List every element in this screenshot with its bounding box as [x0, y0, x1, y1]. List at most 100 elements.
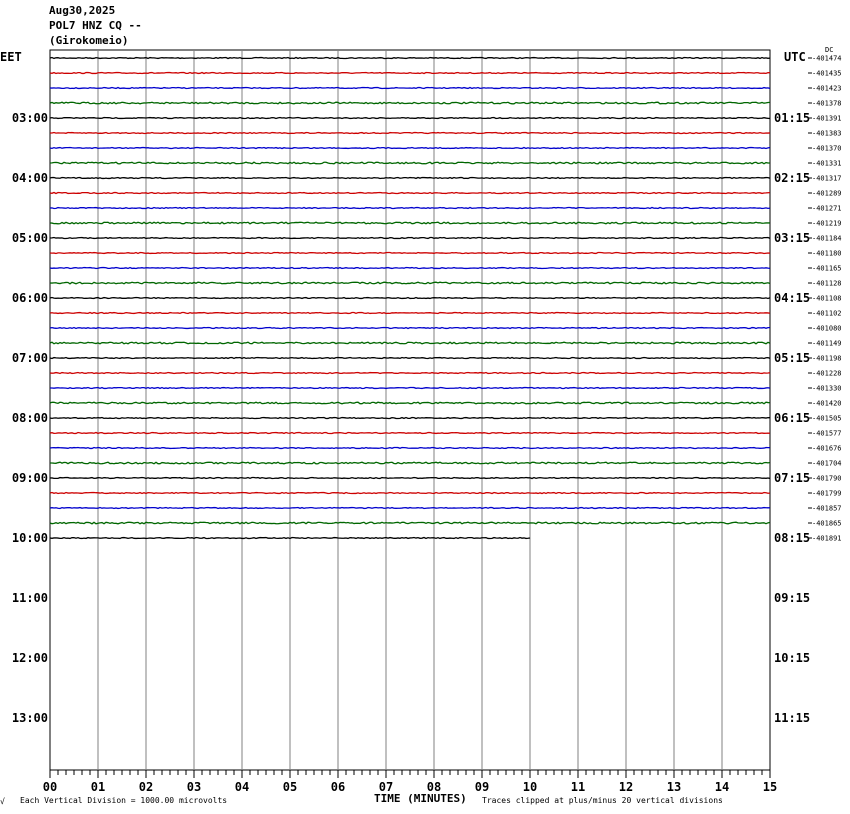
dc-offset-label: -401423: [812, 85, 842, 93]
trace-13: [49, 236, 771, 240]
x-tick-label: 09: [475, 780, 489, 794]
right-hour-label: 08:15: [774, 531, 810, 545]
dc-label: DC: [825, 46, 834, 54]
left-hour-label: 04:00: [12, 171, 48, 185]
left-hour-label: 13:00: [12, 711, 48, 725]
dc-offset-label: -401391: [812, 115, 842, 123]
trace-17: [49, 296, 771, 300]
left-hour-label: 06:00: [12, 291, 48, 305]
trace-30: [49, 491, 771, 495]
header-date: Aug30,2025: [49, 4, 116, 17]
dc-offset-label: -401317: [812, 175, 842, 183]
dc-offset-label: -401289: [812, 190, 842, 198]
trace-7: [49, 146, 771, 150]
x-tick-label: 05: [283, 780, 297, 794]
dc-offset-label: -401108: [812, 295, 842, 303]
dc-offset-label: -401704: [812, 460, 842, 468]
x-axis-label: TIME (MINUTES): [374, 792, 467, 805]
x-tick-label: 08: [427, 780, 441, 794]
dc-offset-label: -401102: [812, 310, 842, 318]
trace-19: [49, 326, 771, 330]
trace-10: [49, 191, 771, 195]
dc-offset-label: -401228: [812, 370, 842, 378]
corner-mark: √: [0, 797, 5, 806]
x-tick-label: 07: [379, 780, 393, 794]
left-hour-label: 09:00: [12, 471, 48, 485]
x-tick-label: 00: [43, 780, 57, 794]
dc-offset-label: -401577: [812, 430, 842, 438]
trace-8: [49, 161, 770, 165]
right-hour-label: 05:15: [774, 351, 810, 365]
dc-offset-label: -401474: [812, 55, 842, 63]
trace-22: [49, 371, 771, 375]
dc-offset-label: -401505: [812, 415, 842, 423]
trace-15: [49, 266, 771, 270]
dc-offset-label: -401676: [812, 445, 842, 453]
dc-offset-label: -401080: [812, 325, 842, 333]
dc-offset-label: -401865: [812, 520, 842, 528]
trace-26: [49, 431, 771, 435]
trace-2: [49, 71, 771, 75]
right-timezone-label: UTC: [784, 50, 806, 64]
right-hour-label: 11:15: [774, 711, 810, 725]
trace-20: [49, 341, 771, 345]
dc-offset-label: -401331: [812, 160, 842, 168]
dc-offset-label: -401184: [812, 235, 842, 243]
trace-14: [49, 251, 771, 255]
header-location: (Girokomeio): [49, 34, 129, 47]
x-tick-label: 10: [523, 780, 537, 794]
dc-offset-label: -401857: [812, 505, 842, 513]
left-hour-label: 03:00: [12, 111, 48, 125]
trace-5: [49, 116, 771, 120]
trace-27: [49, 446, 771, 450]
x-tick-label: 11: [571, 780, 585, 794]
left-hour-label: 08:00: [12, 411, 48, 425]
trace-21: [49, 356, 771, 360]
dc-offset-label: -401790: [812, 475, 842, 483]
left-hour-label: 05:00: [12, 231, 48, 245]
scale-note: Each Vertical Division = 1000.00 microvo…: [20, 796, 228, 805]
left-hour-label: 11:00: [12, 591, 48, 605]
dc-offset-label: -401435: [812, 70, 842, 78]
dc-offset-label: -401180: [812, 250, 842, 258]
dc-offset-label: -401383: [812, 130, 842, 138]
x-tick-label: 06: [331, 780, 345, 794]
left-hour-label: 07:00: [12, 351, 48, 365]
trace-28: [49, 461, 771, 465]
x-tick-label: 03: [187, 780, 201, 794]
dc-offset-label: -401891: [812, 535, 842, 543]
trace-18: [49, 311, 771, 315]
trace-25: [49, 416, 771, 420]
dc-offset-label: -401149: [812, 340, 842, 348]
dc-offset-label: -401330: [812, 385, 842, 393]
right-hour-label: 03:15: [774, 231, 810, 245]
dc-offset-label: -401420: [812, 400, 842, 408]
right-hour-label: 01:15: [774, 111, 810, 125]
trace-4: [49, 101, 771, 105]
left-hour-label: 12:00: [12, 651, 48, 665]
x-tick-label: 02: [139, 780, 153, 794]
left-hour-label: 10:00: [12, 531, 48, 545]
dc-offset-label: -401128: [812, 280, 842, 288]
right-hour-label: 07:15: [774, 471, 810, 485]
trace-16: [49, 281, 771, 285]
right-hour-label: 04:15: [774, 291, 810, 305]
right-hour-label: 06:15: [774, 411, 810, 425]
x-tick-label: 15: [763, 780, 777, 794]
x-tick-label: 01: [91, 780, 105, 794]
trace-9: [49, 176, 771, 180]
right-hour-label: 09:15: [774, 591, 810, 605]
trace-3: [49, 86, 771, 90]
trace-11: [49, 206, 771, 210]
x-tick-label: 04: [235, 780, 249, 794]
x-tick-label: 14: [715, 780, 729, 794]
trace-24: [49, 401, 771, 405]
trace-29: [49, 476, 771, 480]
plot-frame: [49, 49, 771, 771]
dc-offset-label: -401271: [812, 205, 842, 213]
trace-32: [49, 521, 771, 525]
x-tick-label: 12: [619, 780, 633, 794]
header-station: POL7 HNZ CQ --: [49, 19, 142, 32]
right-hour-label: 10:15: [774, 651, 810, 665]
